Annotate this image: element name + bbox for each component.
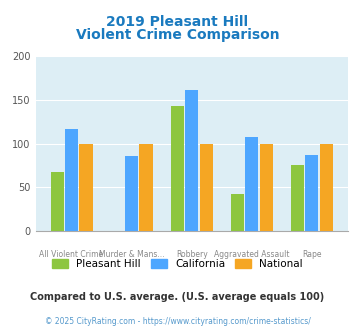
Bar — [140, 144, 153, 231]
Bar — [291, 165, 304, 231]
Bar — [65, 129, 78, 231]
Bar — [305, 155, 318, 231]
Text: Rape: Rape — [302, 250, 322, 259]
Text: Violent Crime Comparison: Violent Crime Comparison — [76, 28, 279, 42]
Text: Compared to U.S. average. (U.S. average equals 100): Compared to U.S. average. (U.S. average … — [31, 292, 324, 302]
Text: Aggravated Assault: Aggravated Assault — [214, 250, 290, 259]
Bar — [260, 144, 273, 231]
Bar — [320, 144, 333, 231]
Bar — [50, 172, 64, 231]
Bar — [80, 144, 93, 231]
Text: All Violent Crime: All Violent Crime — [39, 250, 104, 259]
Bar — [200, 144, 213, 231]
Legend: Pleasant Hill, California, National: Pleasant Hill, California, National — [48, 254, 307, 273]
Bar — [125, 156, 138, 231]
Text: Murder & Mans...: Murder & Mans... — [99, 250, 164, 259]
Bar — [245, 137, 258, 231]
Bar — [171, 106, 184, 231]
Bar — [231, 194, 244, 231]
Text: Robbery: Robbery — [176, 250, 208, 259]
Bar — [185, 90, 198, 231]
Text: 2019 Pleasant Hill: 2019 Pleasant Hill — [106, 15, 248, 29]
Text: © 2025 CityRating.com - https://www.cityrating.com/crime-statistics/: © 2025 CityRating.com - https://www.city… — [45, 317, 310, 326]
